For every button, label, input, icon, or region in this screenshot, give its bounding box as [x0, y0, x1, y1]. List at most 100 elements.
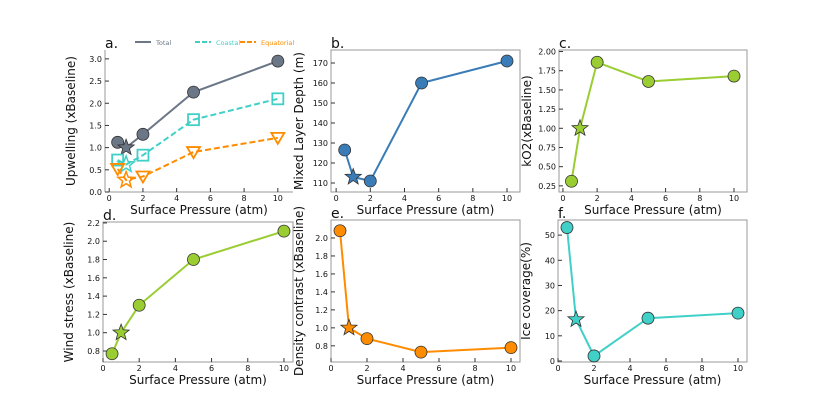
- legend-label: Equatorial: [261, 39, 294, 47]
- panel-label: b.: [331, 36, 344, 52]
- x-axis-label: Surface Pressure (atm): [129, 373, 267, 387]
- y-tick-label: 1.50: [538, 86, 556, 95]
- axes-frame: [557, 219, 748, 363]
- data-point: [565, 174, 578, 188]
- data-point: [333, 224, 347, 238]
- x-tick-label: 10: [506, 364, 516, 373]
- x-tick-label: 6: [436, 364, 441, 373]
- y-tick-label: 1.25: [538, 105, 556, 114]
- series-line-ice-coverage: [566, 227, 739, 358]
- y-tick-label: 130: [313, 139, 328, 148]
- data-point: [560, 221, 574, 234]
- x-tick-label: 4: [400, 364, 405, 373]
- panel-label: d.: [103, 208, 116, 224]
- y-axis-label: Upwelling (xBaseline): [64, 56, 78, 186]
- star-marker: [115, 169, 137, 189]
- y-tick-label: 2.2: [87, 219, 100, 228]
- data-point: [187, 253, 200, 266]
- x-axis-label: Surface Pressure (atm): [357, 203, 495, 217]
- x-tick-label: 0: [560, 194, 565, 203]
- panel-a: 0 2 4 6 8 10 0.0 0.5 1.0 1.5 2.0 2.5 3.0 Surface Pres…: [64, 36, 294, 217]
- panel-label: f.: [558, 206, 566, 222]
- y-tick-label: 0.50: [538, 163, 556, 172]
- star-marker: [339, 318, 359, 336]
- x-tick-label: 0: [328, 364, 333, 373]
- x-tick-label: 2: [595, 194, 600, 203]
- x-tick-label: 4: [174, 194, 179, 203]
- y-tick-label: 2.0: [87, 237, 100, 246]
- data-point: [415, 76, 428, 90]
- x-tick-label: 6: [663, 364, 668, 373]
- data-point: [590, 55, 604, 69]
- y-tick-label: 1.0: [89, 144, 102, 153]
- x-tick-label: 10: [279, 364, 289, 373]
- panel-label: c.: [559, 36, 571, 52]
- axes-frame: [558, 49, 748, 193]
- data-point: [642, 75, 655, 88]
- y-tick-label: 1.6: [315, 270, 328, 279]
- data-point: [338, 143, 352, 157]
- data-point: [132, 298, 146, 312]
- star-marker: [111, 323, 131, 341]
- x-tick-label: 2: [364, 364, 369, 373]
- x-tick-label: 0: [555, 364, 560, 373]
- y-tick-label: 140: [313, 119, 328, 128]
- y-tick-label: 1.75: [538, 67, 556, 76]
- data-point: [105, 347, 119, 361]
- y-tick-label: 0: [550, 357, 555, 366]
- x-tick-label: 10: [729, 194, 739, 203]
- x-tick-label: 2: [140, 194, 145, 203]
- legend-label: Coastal: [216, 39, 240, 47]
- x-axis-label: Surface Pressure (atm): [584, 203, 722, 217]
- y-tick-label: 1.2: [315, 306, 328, 315]
- x-tick-label: 0: [100, 364, 105, 373]
- data-point: [109, 163, 126, 177]
- y-tick-label: 1.5: [89, 121, 102, 130]
- y-tick-label: 1.8: [87, 256, 100, 265]
- data-point: [363, 174, 377, 188]
- data-point: [727, 69, 741, 83]
- panel-e: 0 2 4 6 8 10 0.8 1.0 1.2 1.4 1.6 1.8 2.0 Surface Pres…: [292, 206, 521, 387]
- x-tick-label: 6: [209, 364, 214, 373]
- data-point: [136, 127, 150, 141]
- x-tick-label: 0: [334, 194, 339, 203]
- y-tick-label: 150: [313, 99, 328, 108]
- data-point: [187, 113, 200, 127]
- y-axis-label: kO2(xBaseline): [520, 75, 534, 166]
- data-point: [271, 92, 285, 106]
- x-tick-label: 8: [697, 194, 702, 203]
- x-tick-label: 4: [402, 194, 407, 203]
- y-axis-label: Mixed Layer Depth (m): [292, 52, 306, 190]
- y-tick-label: 110: [313, 179, 328, 188]
- data-point: [500, 54, 514, 68]
- x-tick-label: 2: [591, 364, 596, 373]
- x-tick-label: 8: [245, 364, 250, 373]
- y-tick-label: 2.0: [89, 99, 102, 108]
- panel-c: 0 2 4 6 8 10 0.25 0.50 0.75 1.00 1.25 1.50 1.75 2.00 S…: [520, 36, 748, 217]
- panel-b: 0 2 4 6 8 10 110 120 130 140 150 160 170 Surface Pres…: [292, 36, 521, 217]
- data-point: [360, 332, 374, 346]
- x-tick-label: 4: [627, 364, 632, 373]
- y-tick-label: 0.25: [538, 182, 556, 191]
- y-tick-label: 40: [545, 256, 555, 265]
- y-axis-label: Ice coverage(%): [519, 242, 533, 340]
- x-tick-label: 10: [502, 194, 512, 203]
- data-point: [504, 341, 518, 355]
- y-tick-label: 1.4: [87, 292, 100, 301]
- data-point: [136, 148, 150, 162]
- x-tick-label: 2: [368, 194, 373, 203]
- y-tick-label: 10: [545, 332, 555, 341]
- x-tick-label: 10: [733, 364, 743, 373]
- y-tick-label: 120: [313, 159, 328, 168]
- y-tick-label: 1.8: [315, 252, 328, 261]
- y-tick-label: 170: [313, 59, 328, 68]
- y-tick-label: 1.0: [315, 324, 328, 333]
- data-point: [271, 54, 285, 68]
- star-marker: [344, 167, 363, 185]
- y-tick-label: 2.0: [315, 234, 328, 243]
- x-axis-label: Surface Pressure (atm): [584, 373, 722, 387]
- y-tick-label: 3.0: [89, 55, 102, 64]
- y-tick-label: 160: [313, 79, 328, 88]
